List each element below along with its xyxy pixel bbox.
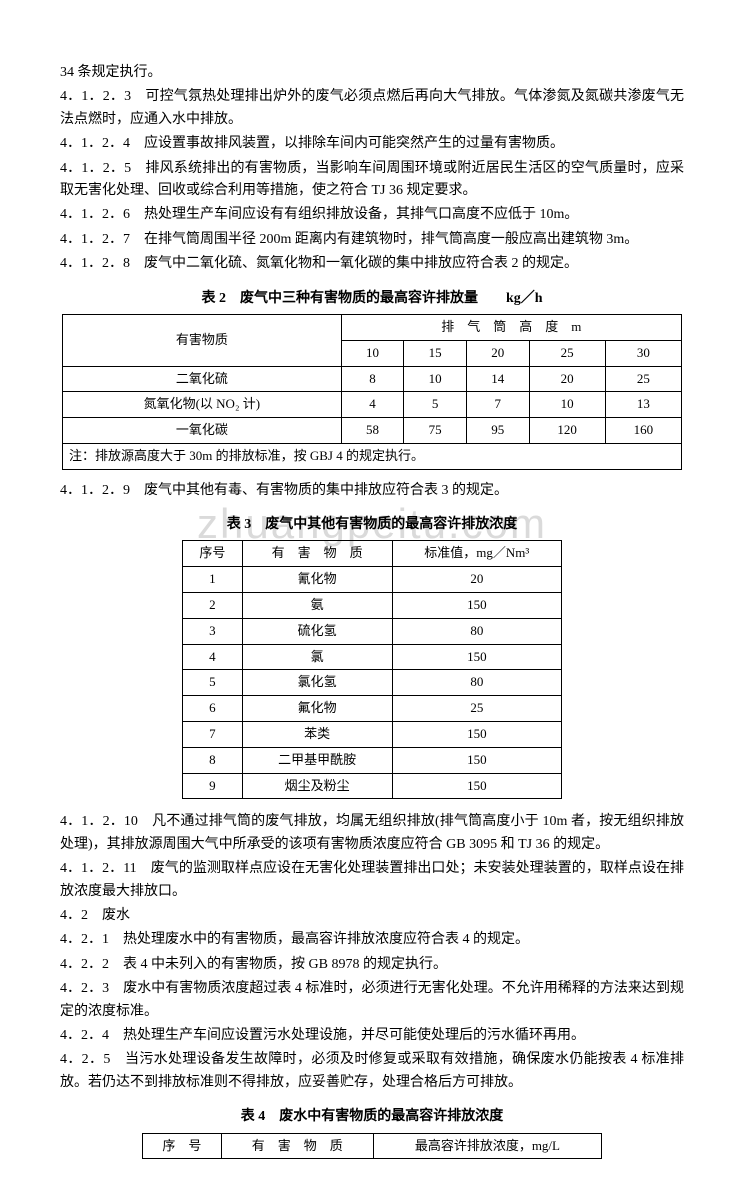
para: 4．1．2．7 在排气筒周围半径 200m 距离内有建筑物时，排气筒高度一般应高… bbox=[60, 229, 684, 251]
cell: 3 bbox=[183, 618, 243, 644]
table2-height: 10 bbox=[341, 340, 404, 366]
table-row: 6氟化物25 bbox=[183, 696, 562, 722]
cell: 10 bbox=[404, 366, 467, 392]
cell: 25 bbox=[392, 696, 561, 722]
cell: 烟尘及粉尘 bbox=[242, 773, 392, 799]
cell: 150 bbox=[392, 593, 561, 619]
cell: 氯化氢 bbox=[242, 670, 392, 696]
table2-height: 20 bbox=[466, 340, 529, 366]
cell: 150 bbox=[392, 722, 561, 748]
table-row: 8二甲基甲酰胺150 bbox=[183, 747, 562, 773]
table2-height: 15 bbox=[404, 340, 467, 366]
para: 4．1．2．3 可控气氛热处理排出炉外的废气必须点燃后再向大气排放。气体渗氮及氮… bbox=[60, 86, 684, 131]
para: 34 条规定执行。 bbox=[60, 62, 684, 84]
cell: 14 bbox=[466, 366, 529, 392]
para: 4．2 废水 bbox=[60, 905, 684, 927]
cell: 2 bbox=[183, 593, 243, 619]
cell: 1 bbox=[183, 567, 243, 593]
table4-header: 最高容许排放浓度，mg/L bbox=[373, 1133, 601, 1159]
table3-header: 序号 bbox=[183, 541, 243, 567]
table3-title: 表 3 废气中其他有害物质的最高容许排放浓度 bbox=[60, 514, 684, 536]
para: 4．2．1 热处理废水中的有害物质，最高容许排放浓度应符合表 4 的规定。 bbox=[60, 929, 684, 951]
table-row: 一氧化碳 58 75 95 120 160 bbox=[63, 418, 682, 444]
cell: 8 bbox=[341, 366, 404, 392]
cell: 氨 bbox=[242, 593, 392, 619]
para: 4．2．4 热处理生产车间应设置污水处理设施，并尽可能使处理后的污水循环再用。 bbox=[60, 1025, 684, 1047]
para: 4．2．3 废水中有害物质浓度超过表 4 标准时，必须进行无害化处理。不允许用稀… bbox=[60, 978, 684, 1023]
cell: 150 bbox=[392, 747, 561, 773]
table-row: 2氨150 bbox=[183, 593, 562, 619]
table2-note: 注：排放源高度大于 30m 的排放标准，按 GBJ 4 的规定执行。 bbox=[63, 443, 682, 469]
cell: 7 bbox=[466, 392, 529, 418]
cell: 二氧化硫 bbox=[63, 366, 342, 392]
para: 4．1．2．4 应设置事故排风装置，以排除车间内可能突然产生的过量有害物质。 bbox=[60, 133, 684, 155]
table2-title: 表 2 废气中三种有害物质的最高容许排放量 kg／h bbox=[60, 288, 684, 310]
para: 4．1．2．11 废气的监测取样点应设在无害化处理装置排出口处；未安装处理装置的… bbox=[60, 858, 684, 903]
cell: 7 bbox=[183, 722, 243, 748]
cell: 氟化物 bbox=[242, 696, 392, 722]
table4-header: 有 害 物 质 bbox=[221, 1133, 373, 1159]
cell: 6 bbox=[183, 696, 243, 722]
table-row: 9烟尘及粉尘150 bbox=[183, 773, 562, 799]
cell: 4 bbox=[341, 392, 404, 418]
cell: 150 bbox=[392, 644, 561, 670]
paragraphs-top: 34 条规定执行。 4．1．2．3 可控气氛热处理排出炉外的废气必须点燃后再向大… bbox=[60, 62, 684, 276]
cell: 4 bbox=[183, 644, 243, 670]
cell: 9 bbox=[183, 773, 243, 799]
para: 4．2．5 当污水处理设备发生故障时，必须及时修复或采取有效措施，确保废水仍能按… bbox=[60, 1049, 684, 1094]
table2-height: 30 bbox=[605, 340, 681, 366]
cell: 20 bbox=[392, 567, 561, 593]
cell: 20 bbox=[529, 366, 605, 392]
cell: 80 bbox=[392, 670, 561, 696]
cell: 58 bbox=[341, 418, 404, 444]
table3-header: 有 害 物 质 bbox=[242, 541, 392, 567]
table-row: 3硫化氢80 bbox=[183, 618, 562, 644]
cell: 120 bbox=[529, 418, 605, 444]
cell: 氯 bbox=[242, 644, 392, 670]
table-row: 氮氧化物(以 NO₂ 计) 4 5 7 10 13 bbox=[63, 392, 682, 418]
table3: 序号 有 害 物 质 标准值，mg／Nm³ 1氰化物20 2氨150 3硫化氢8… bbox=[182, 540, 562, 799]
table3-header: 标准值，mg／Nm³ bbox=[392, 541, 561, 567]
cell: 95 bbox=[466, 418, 529, 444]
cell: 一氧化碳 bbox=[63, 418, 342, 444]
cell: 75 bbox=[404, 418, 467, 444]
table4-header: 序 号 bbox=[143, 1133, 222, 1159]
cell: 13 bbox=[605, 392, 681, 418]
cell: 150 bbox=[392, 773, 561, 799]
para: 4．1．2．9 废气中其他有毒、有害物质的集中排放应符合表 3 的规定。 bbox=[60, 480, 684, 502]
table-row: 4氯150 bbox=[183, 644, 562, 670]
para: 4．2．2 表 4 中未列入的有害物质，按 GB 8978 的规定执行。 bbox=[60, 954, 684, 976]
cell: 5 bbox=[183, 670, 243, 696]
table2-note-row: 注：排放源高度大于 30m 的排放标准，按 GBJ 4 的规定执行。 bbox=[63, 443, 682, 469]
table2-header-group: 排 气 筒 高 度 m bbox=[341, 314, 681, 340]
para: 4．1．2．5 排风系统排出的有害物质，当影响车间周围环境或附近居民生活区的空气… bbox=[60, 158, 684, 203]
cell: 苯类 bbox=[242, 722, 392, 748]
cell: 25 bbox=[605, 366, 681, 392]
table4: 序 号 有 害 物 质 最高容许排放浓度，mg/L bbox=[142, 1133, 602, 1160]
para: 4．1．2．6 热处理生产车间应设有有组织排放设备，其排气口高度不应低于 10m… bbox=[60, 204, 684, 226]
cell: 5 bbox=[404, 392, 467, 418]
cell: 二甲基甲酰胺 bbox=[242, 747, 392, 773]
cell: 80 bbox=[392, 618, 561, 644]
para: 4．1．2．8 废气中二氧化硫、氮氧化物和一氧化碳的集中排放应符合表 2 的规定… bbox=[60, 253, 684, 275]
table2-height: 25 bbox=[529, 340, 605, 366]
cell: 氮氧化物(以 NO₂ 计) bbox=[63, 392, 342, 418]
para: 4．1．2．10 凡不通过排气筒的废气排放，均属无组织排放(排气筒高度小于 10… bbox=[60, 811, 684, 856]
table-row: 1氰化物20 bbox=[183, 567, 562, 593]
cell: 8 bbox=[183, 747, 243, 773]
cell: 10 bbox=[529, 392, 605, 418]
table-row: 5氯化氢80 bbox=[183, 670, 562, 696]
cell: 160 bbox=[605, 418, 681, 444]
table2-header-left: 有害物质 bbox=[63, 314, 342, 366]
cell: 硫化氢 bbox=[242, 618, 392, 644]
page-content: 34 条规定执行。 4．1．2．3 可控气氛热处理排出炉外的废气必须点燃后再向大… bbox=[60, 62, 684, 1159]
table2: 有害物质 排 气 筒 高 度 m 10 15 20 25 30 二氧化硫 8 1… bbox=[62, 314, 682, 470]
table-row: 二氧化硫 8 10 14 20 25 bbox=[63, 366, 682, 392]
table-row: 7苯类150 bbox=[183, 722, 562, 748]
table4-title: 表 4 废水中有害物质的最高容许排放浓度 bbox=[60, 1106, 684, 1128]
cell: 氰化物 bbox=[242, 567, 392, 593]
